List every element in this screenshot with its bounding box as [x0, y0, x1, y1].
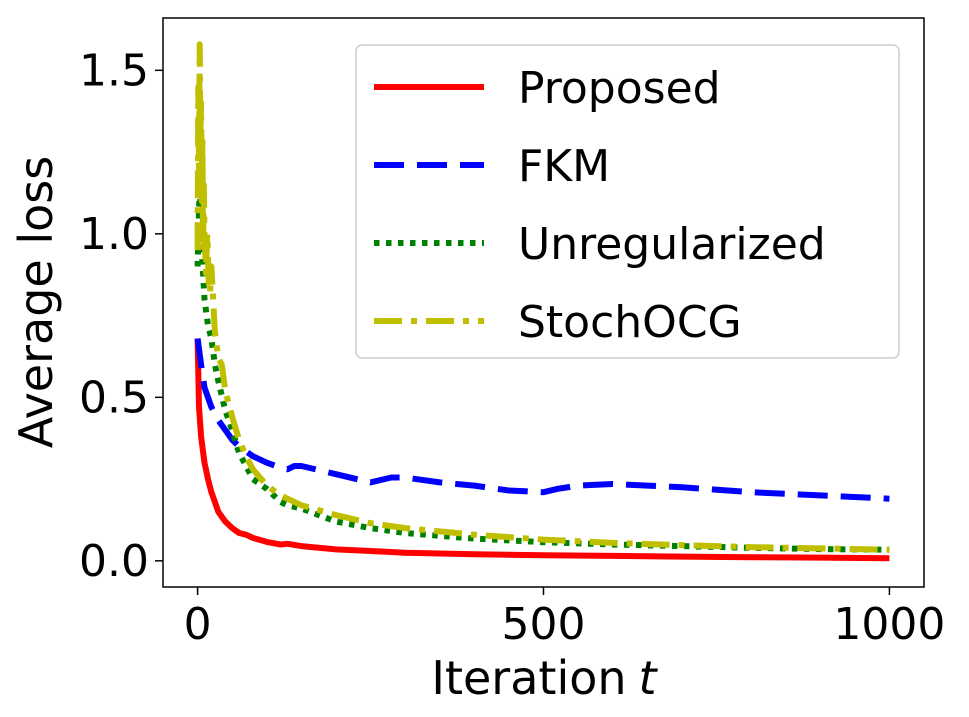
legend-label: Unregularized: [518, 219, 826, 270]
y-tick-label: 1.5: [79, 45, 149, 96]
x-axis-title-text: Iteration: [431, 651, 626, 705]
series-line-4: [194, 41, 890, 553]
legend-box: [355, 44, 900, 359]
x-axis-title-variable: t: [639, 651, 659, 705]
y-tick-label: 0.0: [79, 536, 149, 587]
x-axis-title: Iteration t: [431, 651, 658, 705]
y-tick-label: 0.5: [79, 372, 149, 423]
x-tick-label: 0: [184, 599, 212, 650]
legend-label: FKM: [518, 141, 610, 192]
legend: Proposed FKM Unregularized StochOCG: [355, 44, 900, 359]
legend-label: Proposed: [518, 63, 721, 114]
x-tick-label: 500: [502, 599, 586, 650]
x-tick-label: 1000: [833, 599, 945, 650]
legend-label: StochOCG: [518, 297, 742, 348]
y-axis-title: Average loss: [9, 156, 63, 448]
series-line-2: [194, 338, 890, 502]
series-layer: [194, 41, 890, 562]
y-tick-label: 1.0: [79, 209, 149, 260]
series-line-1: [194, 338, 890, 562]
x-axis: 0 500 1000: [184, 587, 945, 650]
y-axis: 0.0 0.5 1.0 1.5: [79, 45, 163, 587]
